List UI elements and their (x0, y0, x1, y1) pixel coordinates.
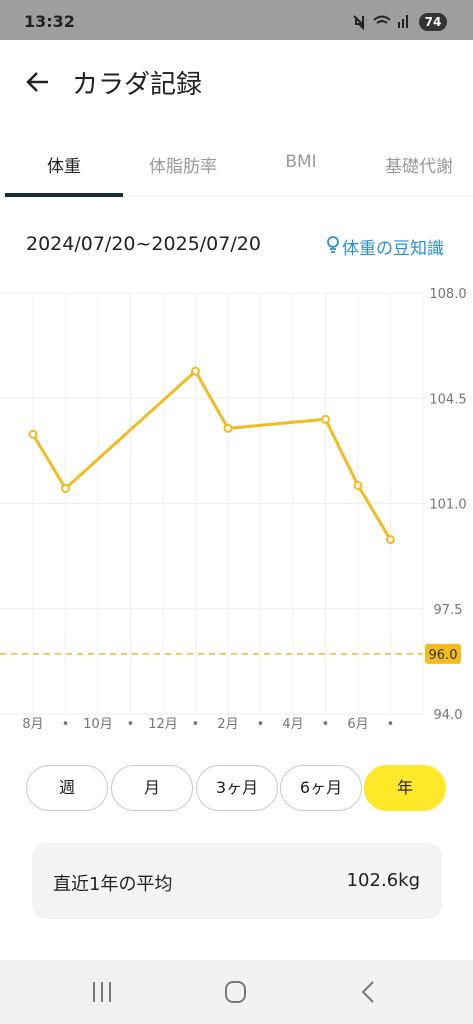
x-tick-label: 4月 (282, 717, 303, 732)
tab[interactable]: 体重 (47, 157, 81, 177)
data-point (61, 483, 70, 493)
line-segment (226, 417, 327, 430)
tab[interactable]: 体脂肪率 (149, 157, 217, 177)
x-tick-label: 6月 (347, 717, 368, 732)
back-nav-button[interactable] (361, 981, 374, 1003)
nav-icons (93, 981, 374, 1003)
chart: 8月 • 10月 • 12月 • 2月 • 4月 • 6月 • 94.0 97.5 101.0 104.5 10… (0, 287, 467, 732)
summary-value: 102.6kg (346, 870, 420, 891)
status-icons (353, 15, 408, 30)
data-point (191, 366, 200, 376)
line-segment (64, 369, 197, 490)
x-tick-label: 10月 (83, 717, 113, 732)
x-tick-label: • (62, 717, 70, 732)
x-tick-label: • (257, 717, 265, 732)
data-point (28, 429, 38, 439)
x-tick-label: 8月 (22, 717, 43, 732)
tab-divider (0, 196, 473, 197)
x-tick-label: • (192, 717, 200, 732)
battery: 74 (419, 13, 447, 31)
data-point (353, 480, 363, 490)
line-segment (31, 432, 67, 490)
data-point (321, 414, 330, 424)
tab-indicator (5, 193, 123, 197)
status-bar (0, 0, 473, 40)
x-tick-label: • (127, 717, 135, 732)
x-tick-label: • (322, 717, 330, 732)
line-segment (324, 417, 360, 487)
period-button[interactable]: 年 (364, 765, 446, 811)
y-tick-label: 94.0 (434, 708, 463, 723)
y-tick-label: 108.0 (429, 287, 466, 302)
bulb-icon (327, 236, 339, 253)
x-tick-label: 12月 (148, 717, 178, 732)
y-tick-label: 97.5 (434, 603, 463, 618)
line-segment (194, 369, 230, 430)
summary-label: 直近1年の平均 (53, 874, 173, 895)
data-point (386, 535, 395, 545)
clock: 13:32 (24, 12, 75, 31)
back-button[interactable] (24, 70, 50, 94)
x-tick-label: 2月 (217, 717, 238, 732)
tab[interactable]: BMI (285, 152, 317, 172)
x-tick-label: • (387, 717, 395, 732)
home-button[interactable] (225, 981, 246, 1003)
summary-card (32, 843, 442, 919)
data-point (223, 423, 233, 433)
period-button[interactable]: 6ヶ月 (280, 765, 362, 811)
tip-link[interactable]: 体重の豆知識 (342, 239, 444, 259)
period-button[interactable]: 月 (111, 765, 193, 811)
date-range: 2024/07/20~2025/07/20 (26, 233, 261, 255)
period-button[interactable]: 週 (26, 765, 108, 811)
nav-bar (0, 960, 473, 1024)
y-tick-label: 104.5 (429, 392, 466, 407)
average-badge (425, 643, 461, 664)
period-button[interactable]: 3ヶ月 (196, 765, 278, 811)
page-title: カラダ記録 (72, 70, 203, 100)
y-tick-label: 101.0 (429, 498, 466, 513)
tab[interactable]: 基礎代謝 (385, 157, 453, 177)
recent-button[interactable] (93, 982, 111, 1002)
line-segment (356, 483, 392, 542)
average-label: 96.0 (429, 648, 458, 663)
